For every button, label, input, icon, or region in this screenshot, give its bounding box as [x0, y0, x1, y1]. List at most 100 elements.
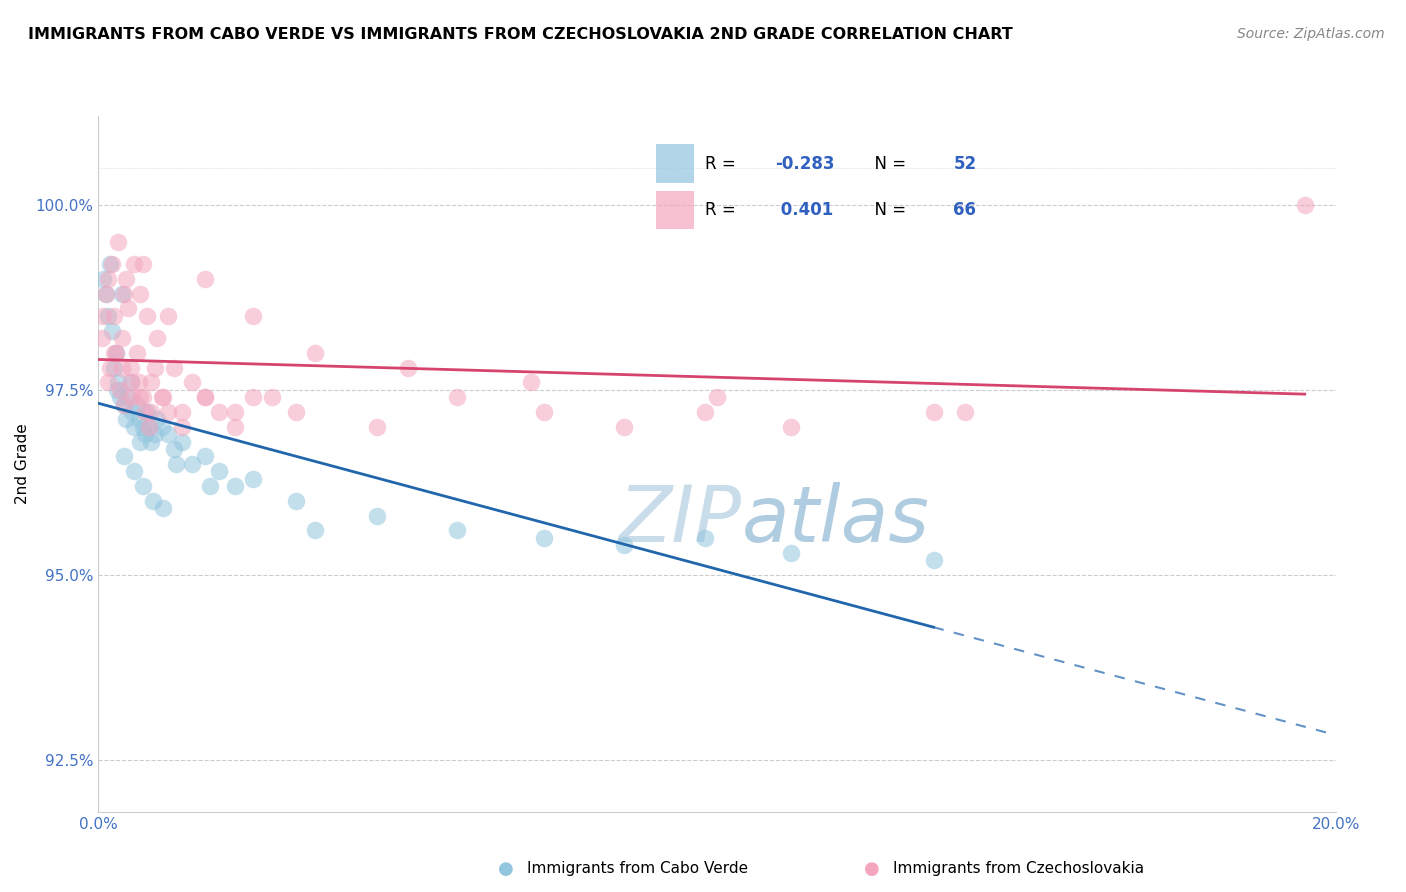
Point: [124, 464, 146, 478]
Point: [150, 420, 173, 434]
Point: [208, 405, 231, 419]
Point: [242, 309, 264, 323]
Point: [135, 405, 157, 419]
Point: [101, 324, 124, 338]
Point: [105, 383, 128, 397]
Point: [285, 493, 308, 508]
Point: [128, 412, 150, 426]
Point: [103, 346, 125, 360]
Point: [150, 390, 173, 404]
Point: [129, 434, 152, 449]
Point: [146, 412, 169, 426]
Point: [170, 405, 193, 419]
Point: [101, 257, 124, 271]
Point: [98, 257, 121, 271]
Point: [108, 383, 131, 397]
Point: [198, 479, 221, 493]
Text: N =: N =: [865, 154, 911, 172]
Point: [135, 309, 157, 323]
Point: [194, 390, 217, 404]
Point: [115, 412, 138, 426]
Point: [132, 257, 155, 271]
Bar: [657, 191, 693, 229]
Point: [132, 420, 155, 434]
Text: Immigrants from Czechoslovakia: Immigrants from Czechoslovakia: [893, 862, 1144, 876]
Point: [152, 390, 174, 404]
Point: [121, 405, 143, 419]
Point: [396, 360, 419, 375]
Point: [224, 405, 246, 419]
Point: [181, 376, 204, 390]
Point: [242, 390, 264, 404]
Point: [117, 390, 139, 404]
Point: [156, 309, 179, 323]
Point: [108, 390, 131, 404]
Text: ZIP: ZIP: [619, 482, 742, 558]
Point: [120, 376, 142, 390]
Point: [94, 286, 117, 301]
Point: [93, 309, 115, 323]
Point: [129, 390, 152, 404]
Point: [112, 398, 135, 412]
Point: [152, 501, 174, 516]
Point: [143, 360, 166, 375]
Point: [125, 346, 148, 360]
Point: [111, 360, 134, 375]
Point: [446, 524, 468, 538]
Point: [134, 427, 156, 442]
Point: [706, 390, 728, 404]
Point: [107, 376, 129, 390]
Point: [693, 405, 716, 419]
Point: [139, 376, 162, 390]
Point: [90, 331, 112, 345]
Point: [194, 272, 217, 286]
Point: [520, 376, 543, 390]
Text: 66: 66: [953, 201, 976, 219]
Point: [163, 360, 186, 375]
Text: 0.401: 0.401: [775, 201, 834, 219]
Point: [120, 376, 142, 390]
Point: [121, 390, 143, 404]
Text: atlas: atlas: [742, 482, 929, 558]
Point: [139, 405, 162, 419]
Text: ●: ●: [498, 860, 515, 878]
Point: [224, 420, 246, 434]
Point: [139, 434, 162, 449]
Text: N =: N =: [865, 201, 911, 219]
Point: [181, 457, 204, 471]
Point: [97, 309, 120, 323]
Point: [224, 479, 246, 493]
Point: [194, 450, 217, 464]
Point: [112, 450, 135, 464]
Point: [117, 301, 139, 316]
Point: [120, 360, 142, 375]
Point: [138, 420, 160, 434]
Text: Source: ZipAtlas.com: Source: ZipAtlas.com: [1237, 27, 1385, 41]
Point: [780, 420, 803, 434]
Text: ●: ●: [863, 860, 880, 878]
Text: Immigrants from Cabo Verde: Immigrants from Cabo Verde: [527, 862, 748, 876]
Point: [366, 508, 388, 523]
Point: [304, 346, 326, 360]
Point: [260, 390, 283, 404]
Point: [304, 524, 326, 538]
Text: R =: R =: [704, 154, 741, 172]
Point: [97, 376, 120, 390]
Point: [693, 531, 716, 545]
Point: [922, 405, 945, 419]
Point: [156, 427, 179, 442]
Point: [98, 360, 121, 375]
Point: [115, 272, 138, 286]
Point: [165, 457, 187, 471]
Point: [533, 531, 555, 545]
Point: [111, 331, 134, 345]
Y-axis label: 2nd Grade: 2nd Grade: [15, 424, 30, 504]
Point: [112, 398, 135, 412]
Point: [146, 331, 169, 345]
Point: [208, 464, 231, 478]
Point: [366, 420, 388, 434]
Point: [613, 538, 636, 552]
Point: [446, 390, 468, 404]
Point: [194, 390, 217, 404]
Point: [138, 420, 160, 434]
